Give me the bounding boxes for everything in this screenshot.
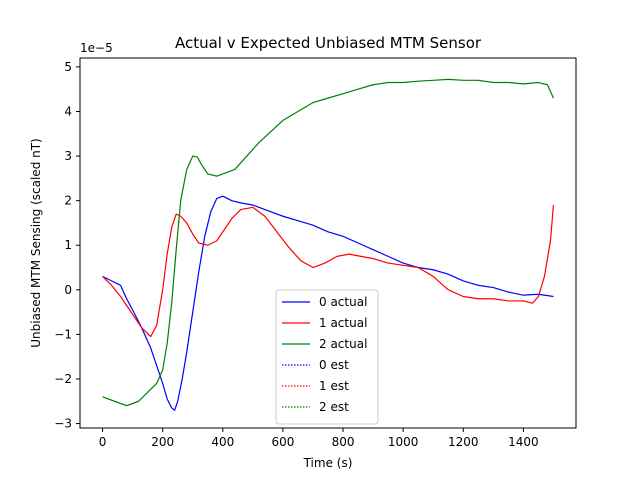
y-axis-label: Unbiased MTM Sensing (scaled nT) bbox=[29, 138, 43, 348]
y-tick-label: 0 bbox=[64, 283, 72, 297]
x-tick-label: 1400 bbox=[508, 435, 539, 449]
legend-entry-label: 0 est bbox=[319, 358, 349, 372]
legend-entry-label: 2 actual bbox=[319, 337, 367, 351]
ticks: 0 200 400 600 800 1000 1200 1400 −3 −2 −1 0 1 2 3 4 5 bbox=[54, 60, 538, 449]
chart-title: Actual v Expected Unbiased MTM Sensor bbox=[175, 34, 482, 52]
x-tick-label: 800 bbox=[332, 435, 355, 449]
y-tick-label: 2 bbox=[64, 194, 72, 208]
x-tick-label: 600 bbox=[271, 435, 294, 449]
legend-entry-label: 2 est bbox=[319, 400, 349, 414]
x-tick-label: 0 bbox=[99, 435, 107, 449]
series-line-2 bbox=[102, 78, 554, 407]
y-tick-label: 1 bbox=[64, 238, 72, 252]
axes-frame bbox=[79, 57, 577, 429]
series-line-0 bbox=[102, 195, 554, 411]
x-tick-label: 400 bbox=[211, 435, 234, 449]
y-tick-label: 3 bbox=[64, 149, 72, 163]
legend: 0 actual 1 actual 2 actual 0 est 1 est 2 est bbox=[275, 289, 379, 425]
y-tick-label: 4 bbox=[64, 104, 72, 118]
x-tick-label: 200 bbox=[151, 435, 174, 449]
legend-entry-label: 1 actual bbox=[319, 316, 367, 330]
y-tick-label: −1 bbox=[54, 327, 72, 341]
series-line-1 bbox=[102, 205, 555, 338]
y-tick-label: −2 bbox=[54, 372, 72, 386]
plot-area bbox=[102, 78, 555, 411]
y-offset-label: 1e−5 bbox=[80, 41, 113, 55]
y-tick-label: 5 bbox=[64, 60, 72, 74]
x-tick-label: 1000 bbox=[388, 435, 419, 449]
legend-entry-label: 1 est bbox=[319, 379, 349, 393]
x-tick-label: 1200 bbox=[448, 435, 479, 449]
x-axis-label: Time (s) bbox=[303, 456, 353, 470]
legend-entry-label: 0 actual bbox=[319, 295, 367, 309]
y-tick-label: −3 bbox=[54, 417, 72, 431]
